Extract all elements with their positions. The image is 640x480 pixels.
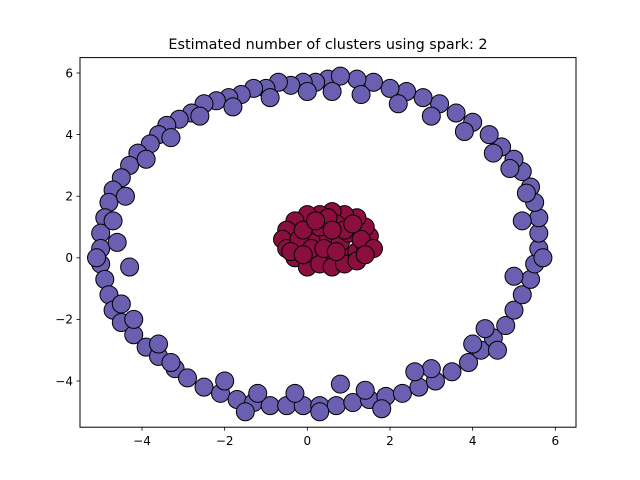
data-point-cluster-1 xyxy=(124,309,144,329)
y-tick-label: −2 xyxy=(55,313,73,327)
data-point-cluster-1 xyxy=(215,371,235,391)
y-tick-label: −4 xyxy=(55,374,73,388)
data-point-cluster-1 xyxy=(459,353,479,373)
data-point-cluster-1 xyxy=(136,149,156,169)
data-point-cluster-1 xyxy=(260,88,280,108)
data-point-cluster-1 xyxy=(504,266,524,286)
data-point-cluster-1 xyxy=(161,353,181,373)
data-point-cluster-1 xyxy=(297,81,317,101)
x-tick-label: 4 xyxy=(469,434,477,448)
x-tick-label: −4 xyxy=(133,434,151,448)
data-point-cluster-2 xyxy=(306,211,326,231)
data-point-cluster-1 xyxy=(248,383,268,403)
data-point-cluster-1 xyxy=(235,402,255,422)
data-point-cluster-1 xyxy=(454,122,474,142)
data-point-cluster-1 xyxy=(103,211,123,231)
data-point-cluster-1 xyxy=(413,88,433,108)
y-tick-label: 4 xyxy=(65,128,73,142)
data-point-cluster-1 xyxy=(500,158,520,178)
data-point-cluster-1 xyxy=(421,359,441,379)
data-point-cluster-1 xyxy=(512,285,532,305)
x-tick-label: 2 xyxy=(386,434,394,448)
data-point-cluster-1 xyxy=(475,319,495,339)
data-point-cluster-2 xyxy=(355,245,375,265)
data-point-cluster-1 xyxy=(161,128,181,148)
data-point-cluster-1 xyxy=(115,186,135,206)
data-point-cluster-1 xyxy=(533,248,553,268)
x-tick-label: −2 xyxy=(216,434,234,448)
data-point-cluster-1 xyxy=(479,125,499,145)
data-point-cluster-1 xyxy=(487,340,507,360)
y-tick-label: 0 xyxy=(65,251,73,265)
points-layer xyxy=(87,66,553,422)
data-point-cluster-1 xyxy=(483,143,503,163)
data-point-cluster-1 xyxy=(496,316,516,336)
y-axis-ticks: −4 −2 0 2 4 6 xyxy=(55,66,80,388)
data-point-cluster-2 xyxy=(326,242,346,262)
data-point-cluster-1 xyxy=(285,383,305,403)
y-tick-label: 6 xyxy=(65,66,73,80)
x-tick-label: 6 xyxy=(552,434,560,448)
data-point-cluster-1 xyxy=(330,374,350,394)
data-point-cluster-1 xyxy=(421,106,441,126)
data-point-cluster-1 xyxy=(330,66,350,86)
data-point-cluster-1 xyxy=(442,362,462,382)
data-point-cluster-2 xyxy=(322,220,342,240)
x-tick-label: 0 xyxy=(304,434,312,448)
data-point-cluster-1 xyxy=(463,334,483,354)
data-point-cluster-1 xyxy=(111,294,131,314)
data-point-cluster-1 xyxy=(512,211,532,231)
y-tick-label: 2 xyxy=(65,190,73,204)
data-point-cluster-1 xyxy=(504,300,524,320)
data-point-cluster-1 xyxy=(351,85,371,105)
data-point-cluster-1 xyxy=(322,81,342,101)
data-point-cluster-1 xyxy=(107,232,127,252)
x-axis-ticks: −4 −2 0 2 4 6 xyxy=(133,427,559,448)
data-point-cluster-1 xyxy=(326,396,346,416)
data-point-cluster-1 xyxy=(120,257,140,277)
data-point-cluster-1 xyxy=(372,399,392,419)
data-point-cluster-1 xyxy=(310,402,330,422)
data-point-cluster-1 xyxy=(190,106,210,126)
data-point-cluster-1 xyxy=(194,377,214,397)
data-point-cluster-1 xyxy=(149,334,169,354)
data-point-cluster-1 xyxy=(405,362,425,382)
data-point-cluster-1 xyxy=(392,383,412,403)
data-point-cluster-1 xyxy=(516,183,536,203)
data-point-cluster-2 xyxy=(343,214,363,234)
data-point-cluster-1 xyxy=(355,380,375,400)
data-point-cluster-1 xyxy=(380,78,400,98)
data-point-cluster-1 xyxy=(177,368,197,388)
data-point-cluster-2 xyxy=(293,245,313,265)
data-point-cluster-1 xyxy=(446,103,466,123)
data-point-cluster-1 xyxy=(223,97,243,117)
data-point-cluster-1 xyxy=(388,94,408,114)
data-point-cluster-1 xyxy=(87,248,107,268)
axes-frame xyxy=(79,57,577,428)
chart-title: Estimated number of clusters using spark… xyxy=(168,37,487,53)
